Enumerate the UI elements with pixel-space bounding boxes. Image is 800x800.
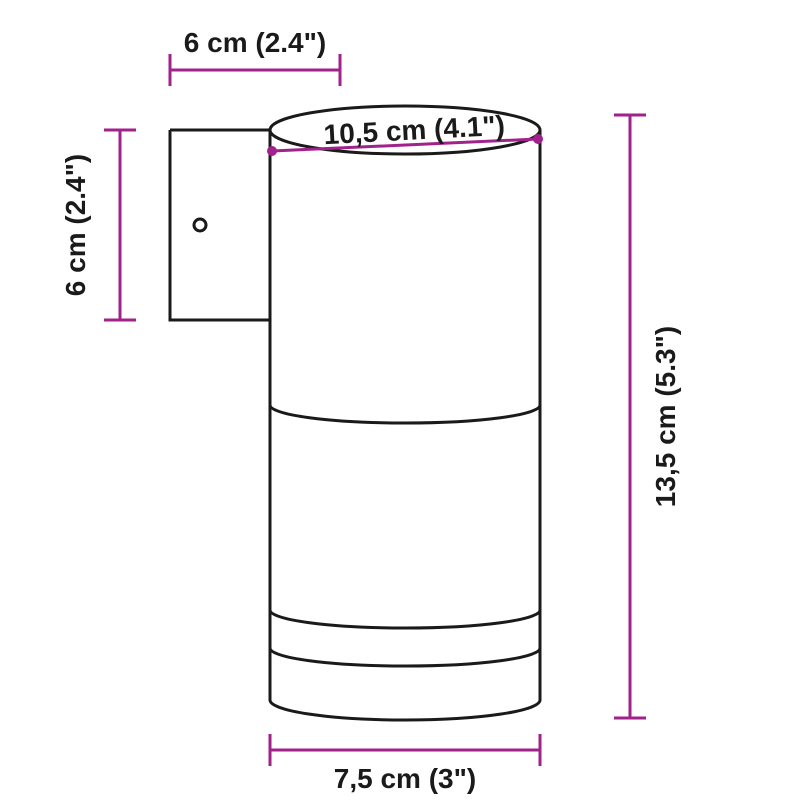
dimension-diameter: 10,5 cm (4.1") (267, 110, 543, 156)
product-outline (170, 106, 540, 720)
dim-label: 7,5 cm (3") (334, 763, 476, 794)
dimension-bottom-width: 7,5 cm (3") (270, 734, 540, 794)
dim-label: 13,5 cm (5.3") (650, 326, 681, 507)
dimension-right-height: 13,5 cm (5.3") (614, 115, 681, 718)
mounting-bracket (170, 130, 270, 320)
cylinder-bottom-arc (270, 700, 540, 720)
screw-hole (194, 219, 206, 231)
cylinder-lower-band-2 (270, 648, 540, 666)
dimension-left-height: 6 cm (2.4") (60, 130, 136, 320)
dim-label: 10,5 cm (4.1") (323, 110, 506, 150)
dimension-diagram: 6 cm (2.4") 10,5 cm (4.1") 6 cm (2.4") 1… (0, 0, 800, 800)
cylinder-mid-band (270, 405, 540, 423)
dim-end-dot (533, 134, 543, 144)
cylinder-lower-band-1 (270, 610, 540, 628)
dimension-top-width: 6 cm (2.4") (170, 27, 340, 86)
dim-label: 6 cm (2.4") (60, 154, 91, 296)
dim-label: 6 cm (2.4") (184, 27, 326, 58)
dim-end-dot (267, 146, 277, 156)
